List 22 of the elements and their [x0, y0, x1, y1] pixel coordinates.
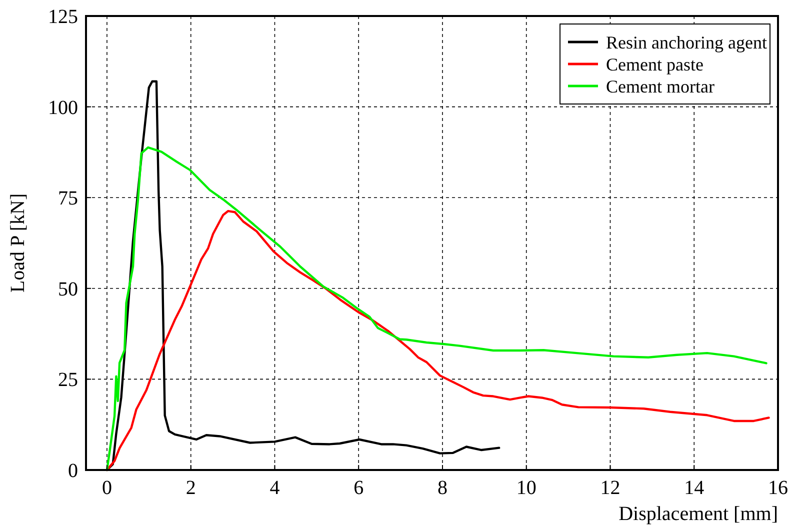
- legend-label: Cement mortar: [606, 76, 714, 96]
- y-tick-label: 50: [58, 278, 78, 300]
- y-axis-title: Load P [kN]: [7, 193, 29, 293]
- x-tick-label: 12: [600, 477, 620, 499]
- y-tick-label: 25: [58, 369, 78, 392]
- x-tick-label: 4: [270, 477, 280, 499]
- line-series: [106, 146, 768, 472]
- y-tick-label: 100: [48, 96, 78, 119]
- x-tick-label: 14: [684, 477, 704, 499]
- x-tick-label: 16: [768, 477, 788, 499]
- legend-label: Resin anchoring agent: [606, 32, 767, 52]
- x-tick-label: 0: [102, 477, 112, 499]
- x-tick-label: 2: [186, 477, 196, 499]
- y-tick-label: 125: [48, 6, 78, 28]
- line-series: [106, 210, 770, 472]
- y-tick-label: 75: [58, 188, 78, 210]
- x-tick-label: 6: [354, 477, 364, 499]
- y-tick-label: 0: [68, 460, 78, 482]
- x-axis-title: Displacement [mm]: [618, 503, 778, 525]
- x-tick-label: 8: [437, 477, 448, 499]
- legend-label: Cement paste: [606, 54, 704, 74]
- x-tick-label: 10: [516, 477, 536, 499]
